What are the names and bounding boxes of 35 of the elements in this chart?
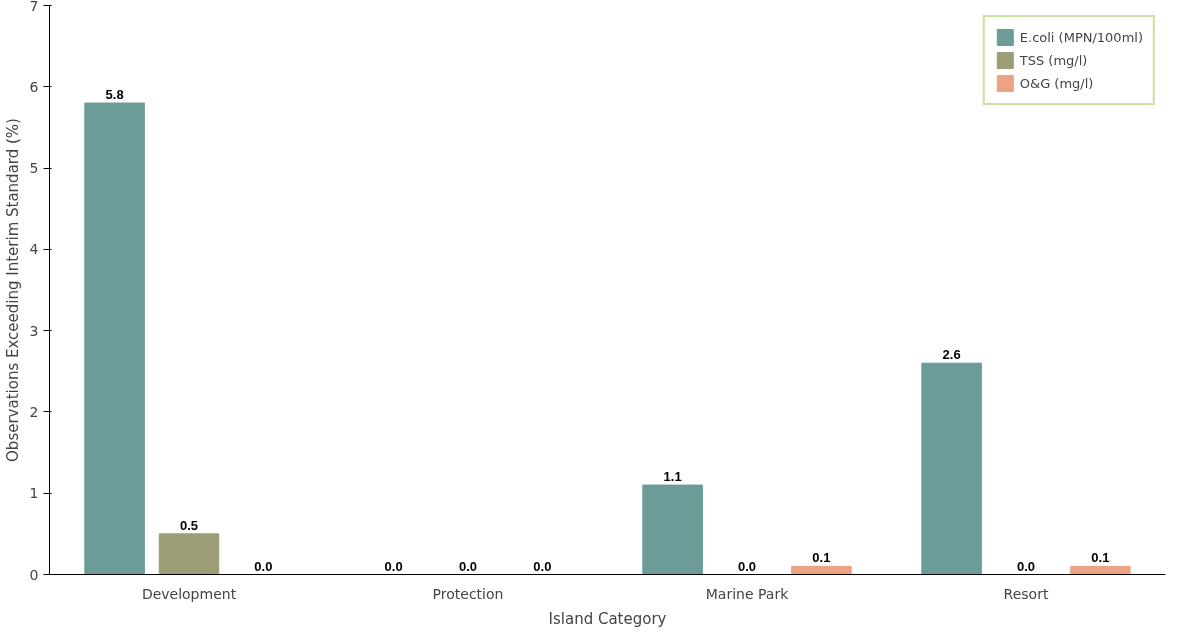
data-label: 2.6 — [942, 347, 961, 363]
y-tick-label: 4 — [29, 241, 39, 258]
x-tick-label: Development — [141, 585, 237, 602]
y-tick-label: 2 — [29, 403, 39, 420]
x-tick-label: Marine Park — [705, 585, 790, 602]
data-label: 1.1 — [663, 469, 682, 485]
x-axis-title: Island Category — [548, 609, 667, 628]
y-tick-label: 0 — [29, 566, 39, 583]
y-tick-label: 7 — [29, 0, 39, 14]
data-label: 0.0 — [458, 558, 478, 574]
data-label: 0.1 — [1091, 550, 1110, 566]
y-tick-label: 3 — [29, 322, 39, 339]
bar — [921, 362, 982, 575]
data-label: 0.0 — [254, 558, 273, 574]
y-tick-label: 1 — [29, 485, 39, 502]
data-label: 0.5 — [179, 517, 199, 533]
data-label: 5.8 — [105, 87, 124, 103]
data-label: 0.0 — [737, 558, 757, 574]
y-tick-label: 6 — [29, 78, 39, 95]
data-label: 0.0 — [1016, 558, 1036, 574]
legend-label: TSS (mg/l) — [1019, 52, 1088, 68]
data-label: 0.0 — [533, 558, 552, 574]
y-tick-label: 5 — [29, 160, 39, 177]
bar — [1070, 565, 1131, 575]
data-label: 0.0 — [384, 558, 403, 574]
bar — [642, 484, 703, 575]
legend-label: E.coli (MPN/100ml) — [1019, 29, 1143, 45]
data-label: 0.1 — [812, 550, 831, 566]
bar — [158, 533, 220, 575]
legend-label: O&G (mg/l) — [1019, 75, 1094, 91]
x-tick-label: Protection — [432, 585, 504, 602]
x-tick-label: Resort — [1003, 585, 1049, 602]
bar — [791, 565, 852, 575]
bar — [84, 102, 145, 575]
y-axis-title: Observations Exceeding Interim Standard (%) — [3, 118, 22, 462]
